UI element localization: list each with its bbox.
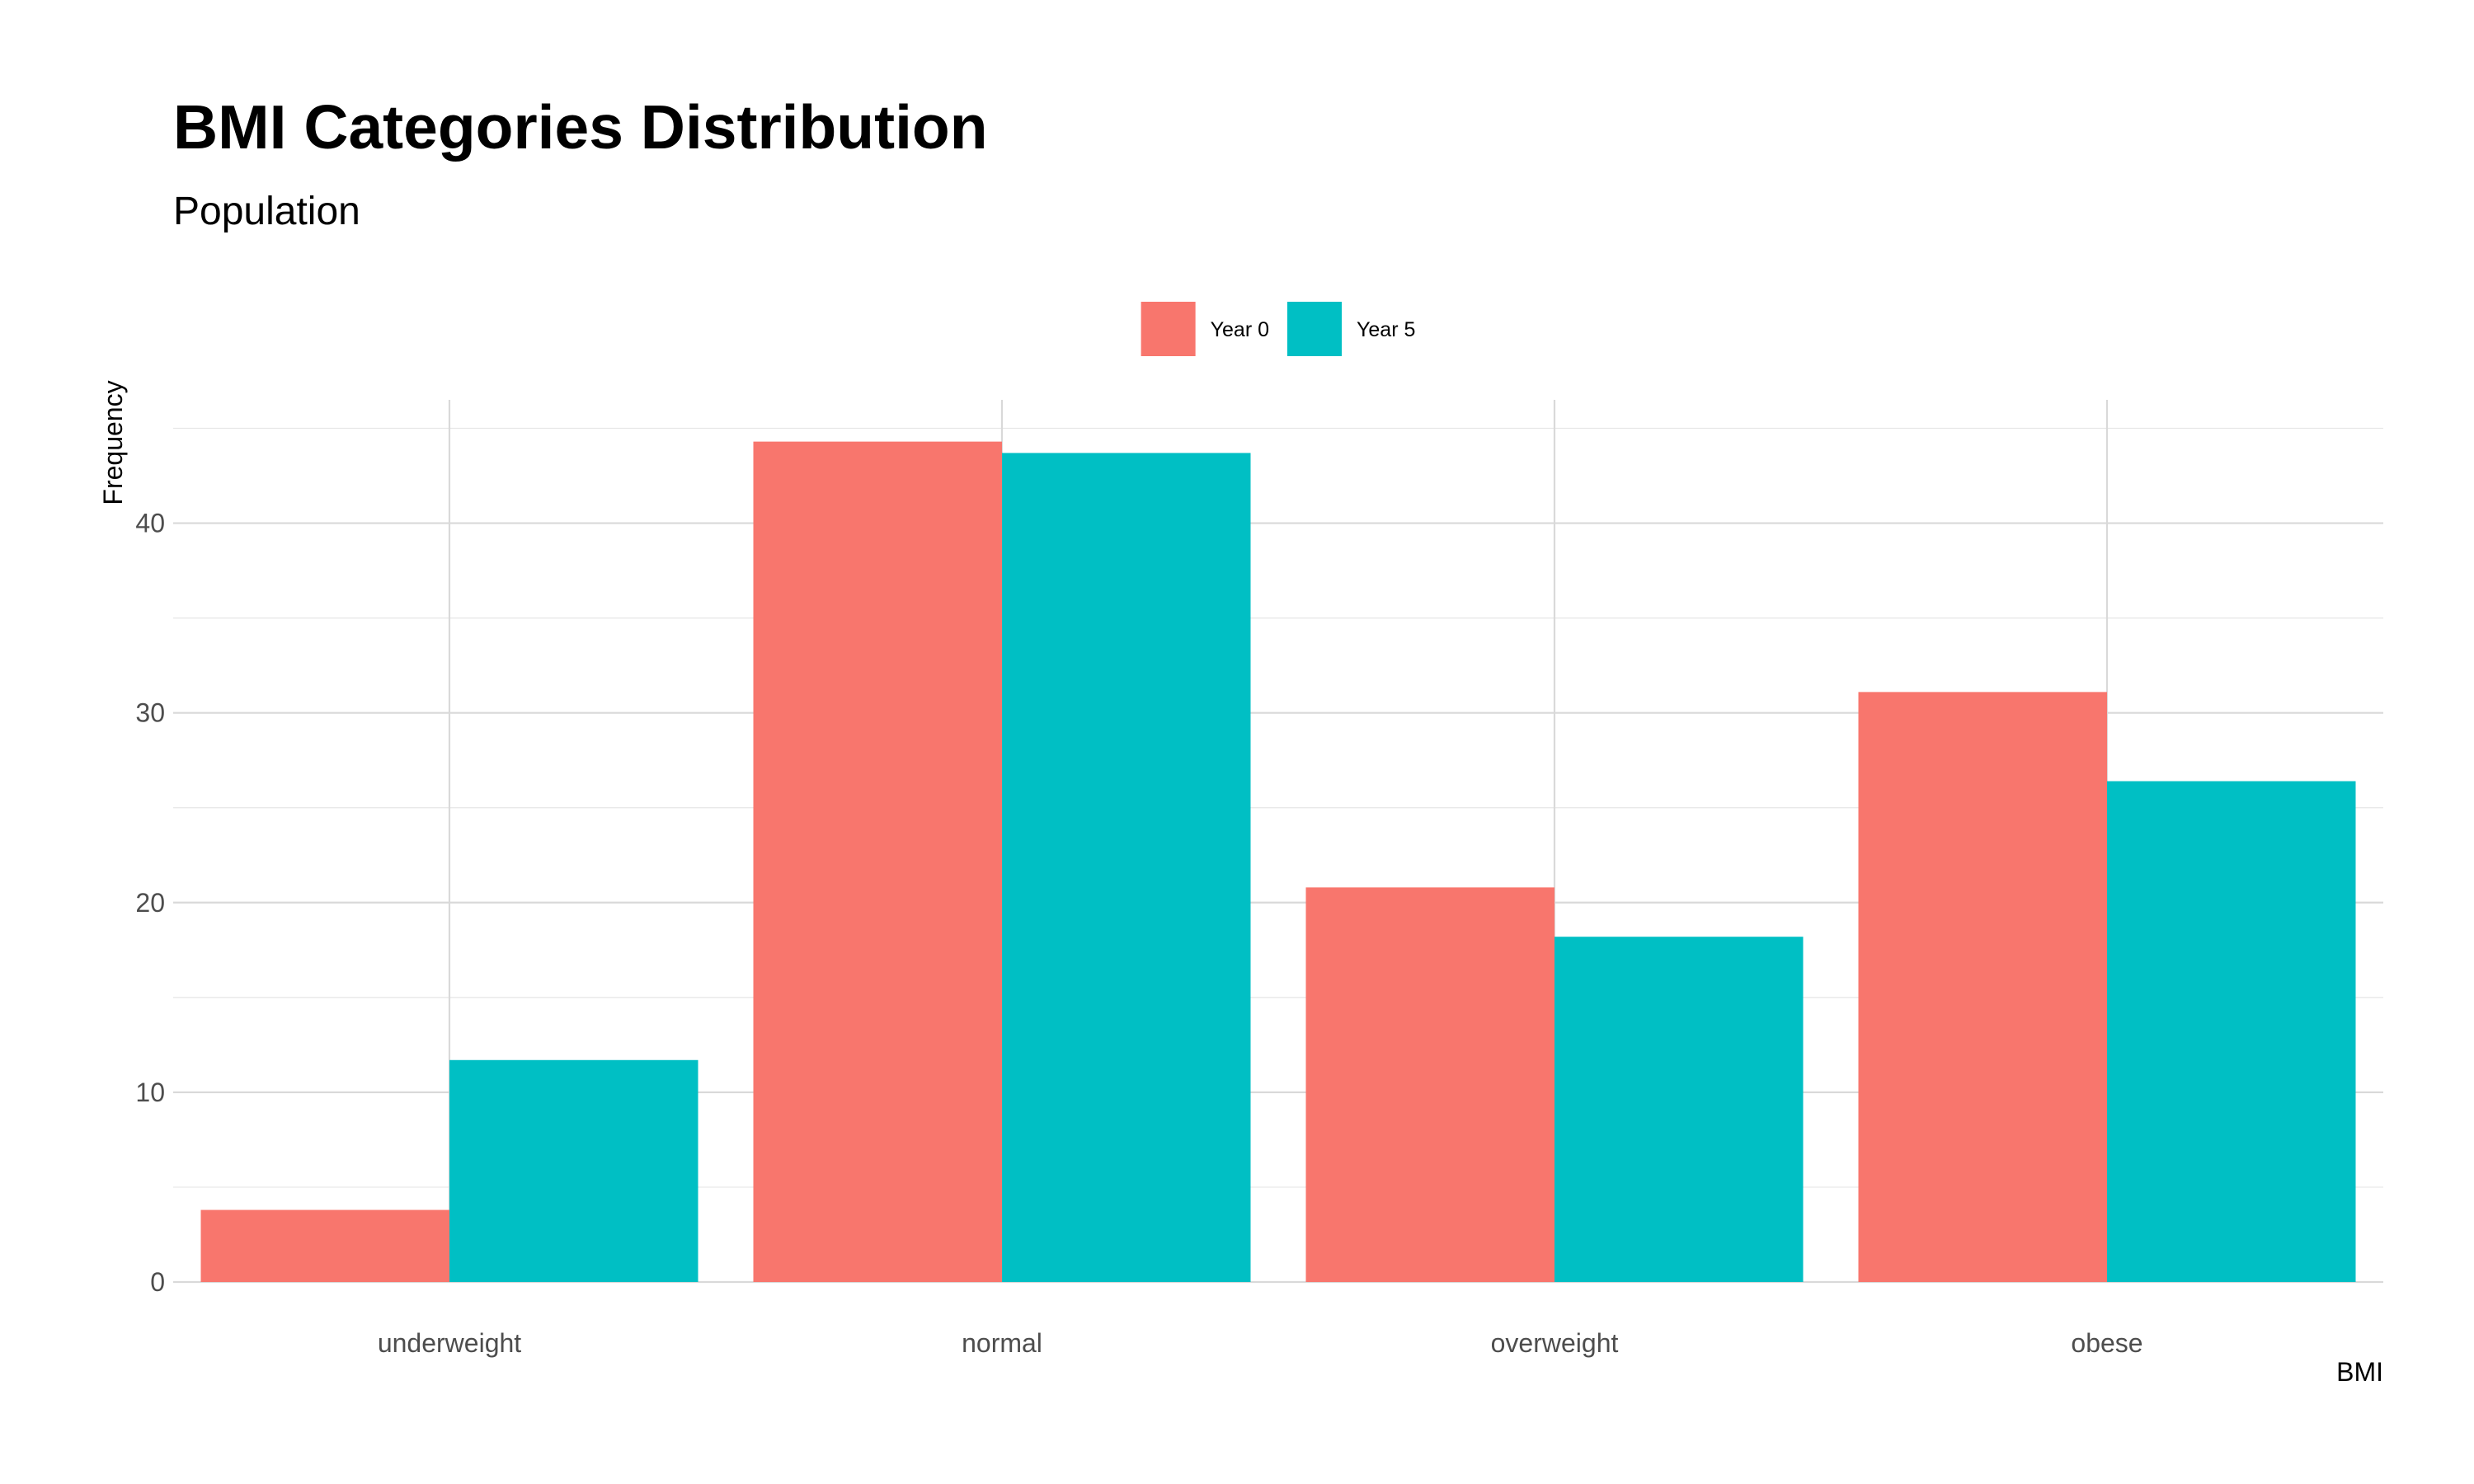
bars bbox=[200, 441, 2356, 1282]
bar-normal-year-5 bbox=[1002, 453, 1251, 1282]
chart-subtitle: Population bbox=[173, 190, 360, 233]
bar-normal-year-0 bbox=[753, 441, 1002, 1282]
legend: Year 0 Year 5 bbox=[1141, 302, 1415, 356]
y-tick-label: 20 bbox=[135, 888, 165, 918]
x-tick-label: normal bbox=[962, 1328, 1042, 1358]
legend-label: Year 5 bbox=[1357, 318, 1415, 341]
y-tick-label: 40 bbox=[135, 509, 165, 538]
y-tick-label: 0 bbox=[150, 1267, 165, 1297]
bar-overweight-year-0 bbox=[1305, 887, 1554, 1282]
bar-underweight-year-0 bbox=[200, 1209, 449, 1282]
bar-obese-year-5 bbox=[2107, 781, 2356, 1282]
legend-key-year-5 bbox=[1287, 302, 1342, 356]
y-tick-label: 10 bbox=[135, 1078, 165, 1107]
y-axis-ticks: 0 10 20 30 40 bbox=[135, 509, 165, 1297]
legend-label: Year 0 bbox=[1211, 318, 1269, 341]
y-tick-label: 30 bbox=[135, 698, 165, 728]
x-axis-title: BMI bbox=[2336, 1357, 2383, 1387]
bar-obese-year-0 bbox=[1858, 692, 2107, 1282]
bar-underweight-year-5 bbox=[449, 1059, 698, 1282]
legend-key-year-0 bbox=[1141, 302, 1196, 356]
y-axis-title: Frequency bbox=[98, 380, 128, 505]
x-tick-label: obese bbox=[2071, 1328, 2142, 1358]
chart-title: BMI Categories Distribution bbox=[173, 92, 988, 162]
bar-overweight-year-5 bbox=[1554, 937, 1804, 1282]
x-tick-label: underweight bbox=[378, 1328, 521, 1358]
x-axis-ticks: underweight normal overweight obese bbox=[378, 1328, 2143, 1358]
x-tick-label: overweight bbox=[1491, 1328, 1619, 1358]
